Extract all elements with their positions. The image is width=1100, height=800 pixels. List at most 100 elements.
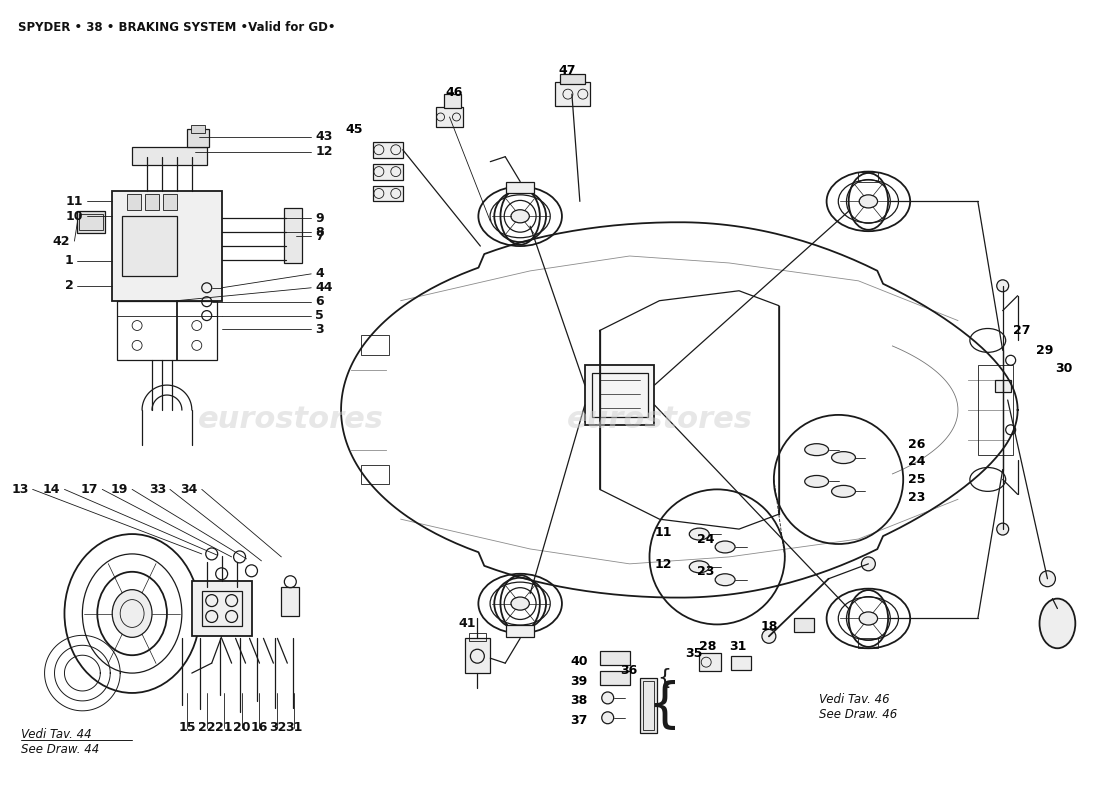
Bar xyxy=(794,618,814,632)
Text: 32: 32 xyxy=(268,722,286,734)
Bar xyxy=(470,634,486,642)
Bar xyxy=(858,171,878,182)
Bar xyxy=(592,373,648,417)
Text: 42: 42 xyxy=(53,234,70,248)
Text: 29: 29 xyxy=(1035,344,1053,357)
Text: 41: 41 xyxy=(459,618,476,630)
Bar xyxy=(112,191,222,301)
Bar xyxy=(556,82,590,106)
Text: 7: 7 xyxy=(316,230,323,242)
Text: 1: 1 xyxy=(65,254,74,267)
Bar xyxy=(187,129,209,146)
Text: 36: 36 xyxy=(620,664,638,677)
Ellipse shape xyxy=(512,210,529,223)
Ellipse shape xyxy=(859,612,878,625)
Text: 23: 23 xyxy=(697,566,715,578)
Bar xyxy=(282,586,299,617)
Text: 46: 46 xyxy=(446,86,463,98)
Bar xyxy=(190,125,205,133)
Bar xyxy=(201,590,242,626)
Ellipse shape xyxy=(805,444,828,456)
Text: 13: 13 xyxy=(11,483,29,496)
Bar xyxy=(585,366,654,425)
Text: 20: 20 xyxy=(233,722,251,734)
Bar xyxy=(600,651,629,665)
Text: 23: 23 xyxy=(909,491,925,504)
Text: 6: 6 xyxy=(316,295,323,308)
Bar xyxy=(128,194,141,210)
Text: Vedi Tav. 46
See Draw. 46: Vedi Tav. 46 See Draw. 46 xyxy=(818,693,896,721)
Ellipse shape xyxy=(832,486,856,498)
Text: 21: 21 xyxy=(214,722,232,734)
Circle shape xyxy=(602,712,614,724)
Ellipse shape xyxy=(859,195,878,208)
Text: 34: 34 xyxy=(180,483,198,496)
Text: 9: 9 xyxy=(316,212,323,225)
Bar xyxy=(79,214,103,230)
Bar xyxy=(163,194,177,210)
Text: 17: 17 xyxy=(80,483,98,496)
Text: 24: 24 xyxy=(697,533,715,546)
Text: 10: 10 xyxy=(66,210,84,222)
Text: 15: 15 xyxy=(178,722,196,734)
Bar xyxy=(994,380,1011,392)
Text: 33: 33 xyxy=(148,483,166,496)
Bar xyxy=(284,208,302,263)
Text: 25: 25 xyxy=(909,473,926,486)
Text: {: { xyxy=(648,680,681,732)
Text: 26: 26 xyxy=(909,438,925,451)
Bar xyxy=(560,74,585,84)
Text: 11: 11 xyxy=(654,526,672,538)
Text: 27: 27 xyxy=(1013,324,1031,337)
Text: 22: 22 xyxy=(198,722,216,734)
Text: {: { xyxy=(658,668,671,688)
Bar xyxy=(506,182,535,194)
Text: 18: 18 xyxy=(761,620,779,633)
Text: 19: 19 xyxy=(111,483,128,496)
Text: 35: 35 xyxy=(685,646,703,660)
Text: 47: 47 xyxy=(558,64,575,77)
Text: 31: 31 xyxy=(729,640,747,653)
Bar xyxy=(145,194,160,210)
Ellipse shape xyxy=(715,574,735,586)
Text: 24: 24 xyxy=(909,455,926,468)
Text: 30: 30 xyxy=(1055,362,1072,374)
Text: 8: 8 xyxy=(316,226,323,238)
Bar xyxy=(600,671,629,685)
Bar xyxy=(191,581,252,636)
Bar xyxy=(732,656,751,670)
Ellipse shape xyxy=(690,561,710,573)
Ellipse shape xyxy=(715,541,735,553)
Text: 40: 40 xyxy=(570,654,587,668)
Circle shape xyxy=(997,280,1009,292)
Text: 43: 43 xyxy=(316,130,332,143)
Bar xyxy=(373,164,403,179)
Bar xyxy=(506,626,535,638)
Text: 31: 31 xyxy=(286,722,302,734)
Circle shape xyxy=(997,523,1009,535)
Bar xyxy=(642,681,654,730)
Text: 5: 5 xyxy=(316,309,323,322)
Bar xyxy=(978,366,1013,454)
Bar xyxy=(639,678,658,733)
Text: 2: 2 xyxy=(65,279,74,292)
Bar xyxy=(465,638,491,673)
Bar xyxy=(700,654,722,671)
Text: eurostores: eurostores xyxy=(198,406,384,434)
Ellipse shape xyxy=(512,597,529,610)
Bar xyxy=(436,107,463,127)
Ellipse shape xyxy=(1040,598,1076,648)
Text: 28: 28 xyxy=(700,640,716,653)
Text: eurostores: eurostores xyxy=(566,406,752,434)
Text: 37: 37 xyxy=(571,714,587,727)
Bar xyxy=(118,301,217,360)
Text: 14: 14 xyxy=(43,483,60,496)
Text: 16: 16 xyxy=(251,722,268,734)
Bar xyxy=(361,335,388,355)
Circle shape xyxy=(1040,571,1055,586)
Bar xyxy=(77,211,106,233)
Text: 12: 12 xyxy=(316,146,332,158)
Text: 45: 45 xyxy=(345,123,363,136)
Text: 39: 39 xyxy=(571,674,587,687)
Bar xyxy=(132,146,207,165)
